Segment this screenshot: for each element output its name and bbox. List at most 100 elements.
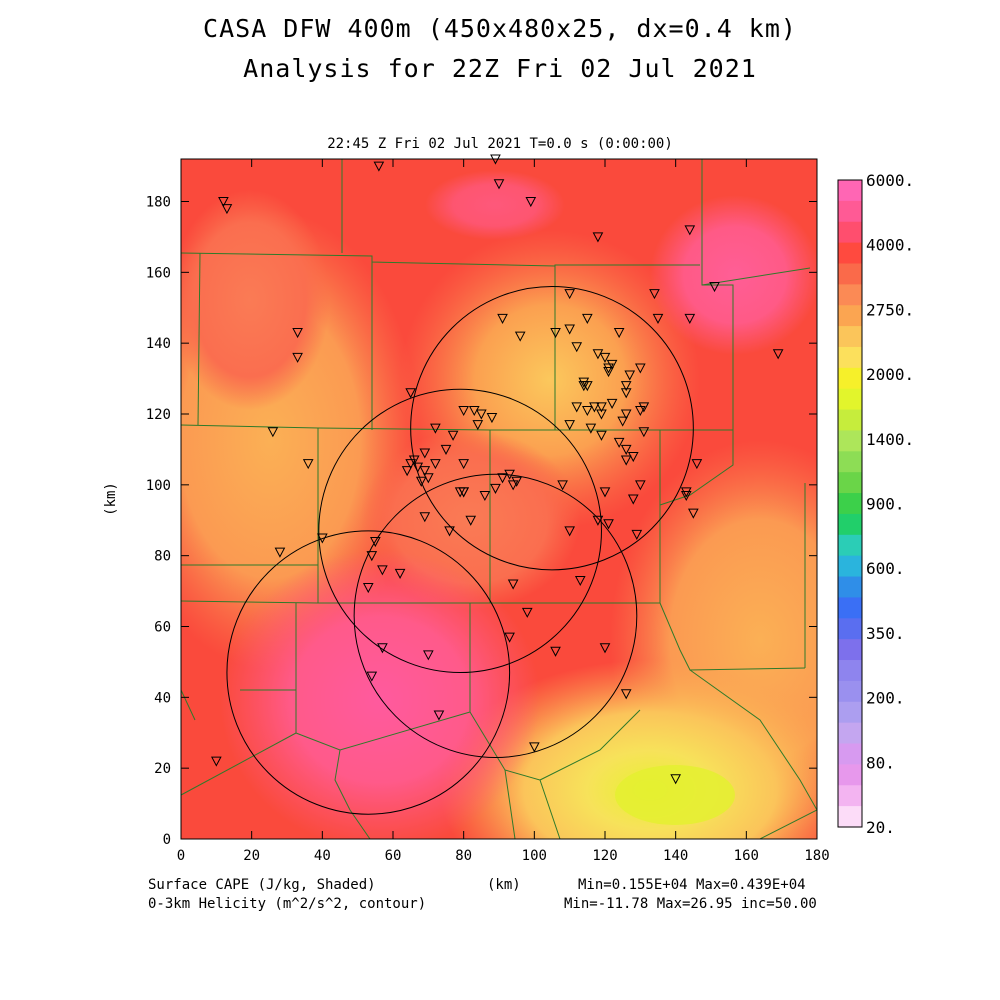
colorbar-frame	[837, 179, 863, 828]
station-marker-54	[468, 405, 480, 417]
station-marker-115	[366, 671, 378, 682]
x-tick-label-20: 20	[243, 848, 260, 864]
station-marker-93	[627, 452, 639, 463]
colorbar-label-10: 80.	[866, 753, 895, 772]
station-marker-2	[221, 204, 233, 215]
station-marker-3	[373, 161, 385, 172]
station-marker-6	[525, 197, 537, 208]
station-marker-91	[603, 519, 614, 530]
county-line-27	[539, 709, 641, 781]
station-marker-36	[582, 381, 593, 392]
station-marker-62	[412, 462, 424, 473]
station-marker-99	[680, 490, 692, 502]
colorbar-label-4: 2000.	[866, 365, 914, 384]
station-marker-108	[574, 575, 586, 587]
colorbar-swatch-19	[838, 555, 862, 578]
colorbar-swatch-22	[838, 618, 862, 640]
colorbar-label-7: 600.	[866, 559, 905, 578]
station-marker-83	[490, 483, 501, 494]
colorbar-swatch-5	[838, 263, 862, 285]
station-marker-67	[423, 473, 434, 484]
colorbar-swatch-1	[838, 180, 862, 202]
station-marker-102	[458, 487, 469, 498]
county-line-20	[181, 689, 196, 721]
x-tick-label-120: 120	[592, 848, 617, 864]
station-marker-23	[571, 342, 583, 353]
station-marker-82	[479, 490, 491, 502]
colorbar-swatch-29	[838, 764, 862, 786]
station-marker-103	[465, 515, 477, 526]
station-marker-86	[504, 469, 515, 480]
station-marker-117	[433, 710, 445, 721]
station-marker-45	[635, 405, 646, 417]
y-axis-label: (km)	[103, 482, 119, 516]
station-marker-114	[377, 643, 388, 654]
station-marker-63	[405, 459, 416, 470]
y-tick-label-140: 140	[146, 336, 171, 352]
station-marker-98	[680, 487, 692, 498]
station-marker-118	[529, 742, 540, 753]
colorbar: 6000. 4000. 2750. 2000. 1400. 900. 600. 350. 200…	[837, 171, 914, 837]
station-marker-95	[627, 494, 639, 505]
colorbar-swatch-11	[838, 388, 862, 411]
station-marker-61	[408, 455, 420, 466]
y-tick-label-80: 80	[154, 549, 171, 565]
station-marker-73	[366, 551, 378, 562]
station-marker-56	[476, 409, 487, 420]
station-marker-46	[638, 402, 650, 413]
cape-region-north	[425, 170, 565, 240]
station-marker-59	[440, 444, 452, 455]
station-marker-66	[430, 459, 441, 470]
station-marker-13	[564, 289, 575, 300]
cape-max-yellow	[615, 765, 735, 825]
footer-contour-range: Min=-11.78 Max=26.95 inc=50.00	[564, 896, 817, 912]
colorbar-swatch-10	[838, 367, 862, 390]
county-line-7	[701, 267, 811, 286]
station-marker-49	[596, 430, 607, 441]
colorbar-swatch-18	[838, 534, 862, 557]
station-marker-31	[620, 381, 632, 392]
x-tick-label-60: 60	[385, 848, 402, 864]
station-marker-28	[606, 359, 618, 370]
station-marker-10	[292, 328, 303, 339]
station-marker-68	[401, 466, 413, 477]
county-line-15	[659, 602, 806, 671]
station-marker-39	[589, 402, 600, 413]
station-marker-20	[514, 331, 526, 342]
station-marker-51	[405, 388, 416, 399]
county-line-22	[469, 603, 516, 839]
x-tick-label-140: 140	[663, 848, 688, 864]
colorbar-label-9: 200.	[866, 689, 905, 708]
station-marker-71	[274, 547, 286, 558]
county-line-18	[181, 732, 297, 796]
colorbar-swatch-9	[838, 346, 862, 369]
county-line-1	[181, 252, 700, 267]
station-marker-50	[564, 420, 575, 431]
station-marker-119	[564, 526, 575, 537]
colorbar-label-6: 900.	[866, 495, 905, 514]
y-tick-label-120: 120	[146, 407, 171, 423]
station-marker-1	[218, 197, 229, 208]
colorbar-swatch-2	[838, 200, 862, 223]
station-marker-105	[521, 607, 533, 618]
y-tick-label-160: 160	[146, 265, 171, 281]
station-marker-27	[603, 363, 614, 374]
x-tick-label-40: 40	[314, 848, 331, 864]
axes: 0 20 40 60 80 100 120 140 160 180 0 20 40 60 80 100 120 1…	[146, 159, 830, 864]
county-line-4	[181, 424, 733, 431]
station-marker-14	[582, 313, 593, 324]
radar-ring-1	[318, 388, 602, 674]
station-marker-11	[292, 352, 303, 363]
station-marker-90	[592, 515, 604, 526]
station-marker-64	[419, 466, 431, 477]
station-marker-18	[684, 313, 696, 324]
station-marker-41	[596, 409, 607, 420]
chart-title: CASA DFW 400m (450x480x25, dx=0.4 km)	[203, 14, 797, 43]
colorbar-swatch-31	[838, 806, 862, 828]
colorbar-swatch-27	[838, 722, 862, 745]
station-marker-72	[317, 533, 328, 544]
station-marker-7	[592, 232, 604, 243]
colorbar-swatch-25	[838, 680, 862, 703]
radar-rings	[226, 286, 694, 815]
station-marker-60	[419, 448, 431, 459]
